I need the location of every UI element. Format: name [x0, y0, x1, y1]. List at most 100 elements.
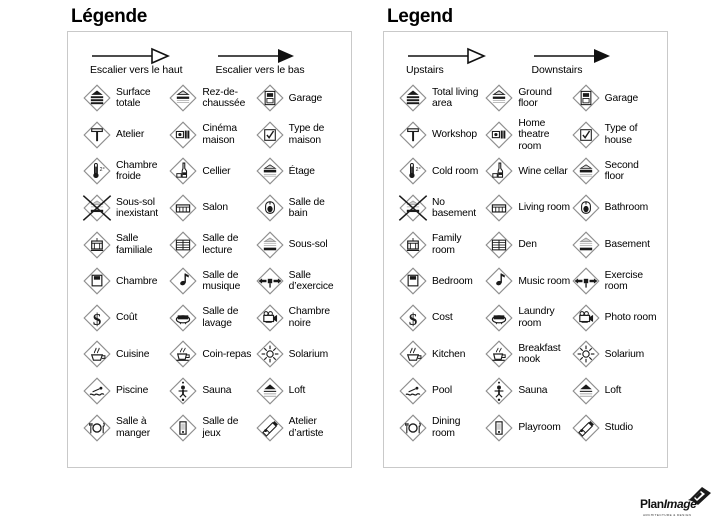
legend-item-label: Workshop: [432, 129, 477, 141]
legend-panel-fr: Légende Escalier vers le haut Escalier ver…: [67, 0, 352, 468]
legend-item: Ground floor: [484, 80, 570, 117]
legend-item-label: Solarium: [288, 348, 329, 360]
legend-row: Family room Den Basement: [398, 226, 657, 263]
cost-dollar-icon: $: [398, 303, 428, 333]
total-living-area-icon: [398, 83, 428, 113]
photo-room-icon: [571, 303, 601, 333]
legend-item-label: Garage: [604, 92, 639, 104]
workshop-hammer-icon: [82, 120, 112, 150]
sauna-icon: [484, 376, 514, 406]
legend-item-label: Laundry room: [518, 306, 555, 329]
legend-grid: Surface totale Rez-de-chaussée Garage Ateli…: [82, 80, 341, 446]
stairs-label: Escalier vers le bas: [215, 64, 305, 76]
legend-item: Sous-sol inexistant: [82, 190, 168, 227]
legend-row: No basement Living room Bathroom: [398, 190, 657, 227]
second-floor-icon: [571, 156, 601, 186]
panel-title: Légende: [71, 6, 148, 27]
legend-row: Total living area Ground floor Garage: [398, 80, 657, 117]
legend-item: Rez-de-chaussée: [168, 80, 254, 117]
stairs-row: Upstairs Downstairs: [406, 47, 657, 76]
legend-item-label: Coût: [116, 312, 138, 324]
dining-room-icon: [82, 413, 112, 443]
bathroom-icon: [255, 193, 285, 223]
no-basement-icon: [398, 193, 428, 223]
legend-item: Chambre: [82, 263, 168, 300]
svg-text:$: $: [93, 310, 101, 329]
dining-room-icon: [398, 413, 428, 443]
legend-item-label: Salon: [202, 202, 228, 214]
legend-item: Salle de lecture: [168, 226, 254, 263]
legend-item: Breakfast nook: [484, 336, 570, 373]
solarium-sun-icon: [571, 339, 601, 369]
legend-item: Cellier: [168, 153, 254, 190]
legend-item-label: Music room: [518, 275, 571, 287]
legend-item-label: Home theatre room: [518, 117, 550, 152]
legend-item: Surface totale: [82, 80, 168, 117]
garage-icon: [255, 83, 285, 113]
type-of-house-icon: [571, 120, 601, 150]
exercise-room-icon: [571, 266, 601, 296]
logo-word-plan: Plan: [640, 497, 664, 511]
legend-item-label: Salle de lecture: [202, 233, 239, 256]
arrow-outline-icon: [406, 47, 532, 65]
cold-room-thermometer-icon: 2°: [82, 156, 112, 186]
legend-item: Workshop: [398, 117, 484, 154]
legend-item-label: Atelier d’artiste: [288, 416, 324, 439]
wine-cellar-icon: [484, 156, 514, 186]
legend-row: Chambre Salle de musique Salle d’exercice: [82, 263, 341, 300]
logo-word-image: Image: [663, 497, 697, 511]
legend-item-label: Studio: [604, 421, 633, 433]
legend-item: Wine cellar: [484, 153, 570, 190]
stairs-row: Escalier vers le haut Escalier vers le ba…: [90, 47, 341, 76]
kitchen-icon: [82, 339, 112, 369]
legend-row: Kitchen Breakfast nook Solarium: [398, 336, 657, 373]
legend-item: $ Cost: [398, 300, 484, 337]
legend-item: Photo room: [571, 300, 657, 337]
legend-item-label: Chambre noire: [288, 306, 330, 329]
legend-item-label: Pool: [432, 385, 453, 397]
legend-grid: Total living area Ground floor Garage Works…: [398, 80, 657, 446]
stairs-label: Downstairs: [531, 64, 583, 76]
legend-item: Pool: [398, 373, 484, 410]
stairs-item: Upstairs: [406, 47, 532, 76]
legend-item-label: Salle de musique: [202, 269, 241, 293]
no-basement-icon: [82, 193, 112, 223]
second-floor-icon: [255, 156, 285, 186]
legend-item-label: Cuisine: [116, 348, 150, 360]
legend-item-label: Chambre froide: [116, 160, 158, 183]
legend-item-label: Piscine: [116, 385, 149, 397]
sauna-icon: [168, 376, 198, 406]
legend-item-label: Salle d’exercice: [288, 269, 334, 293]
legend-item-label: Coin-repas: [202, 348, 252, 360]
legend-item: Salle de musique: [168, 263, 254, 300]
wine-cellar-icon: [168, 156, 198, 186]
legend-item-label: Basement: [604, 238, 650, 250]
legend-item-label: Den: [518, 238, 537, 250]
legend-item: Salle à manger: [82, 409, 168, 446]
family-room-icon: [82, 230, 112, 260]
arrow-solid-icon: [532, 47, 658, 63]
solarium-sun-icon: [255, 339, 285, 369]
legend-row: Dining room Playroom Studio: [398, 409, 657, 446]
home-theatre-icon: [484, 120, 514, 150]
legend-box: Upstairs Downstairs Total living area Groun…: [383, 31, 668, 468]
panel-title: Legend: [387, 6, 453, 27]
legend-item-label: Sous-sol inexistant: [116, 196, 159, 220]
legend-item-label: Second floor: [604, 160, 639, 183]
legend-item-label: Breakfast nook: [518, 343, 561, 366]
den-icon: [168, 230, 198, 260]
legend-row: Bedroom Music room Exercise room: [398, 263, 657, 300]
legend-item-label: Loft: [288, 385, 306, 397]
legend-item-label: Type of house: [604, 123, 638, 146]
legend-item-label: Salle de jeux: [202, 416, 239, 439]
breakfast-nook-icon: [484, 339, 514, 369]
legend-row: Workshop Home theatre room Type of house: [398, 117, 657, 154]
legend-item: Music room: [484, 263, 570, 300]
legend-panel-en: Legend Upstairs Downstairs Total living are…: [383, 0, 668, 468]
legend-item: 2° Cold room: [398, 153, 484, 190]
legend-item: Type de maison: [255, 117, 341, 154]
ground-floor-icon: [484, 83, 514, 113]
legend-item-label: Playroom: [518, 421, 561, 433]
legend-item-label: Dining room: [432, 416, 461, 439]
legend-item: Second floor: [571, 153, 657, 190]
